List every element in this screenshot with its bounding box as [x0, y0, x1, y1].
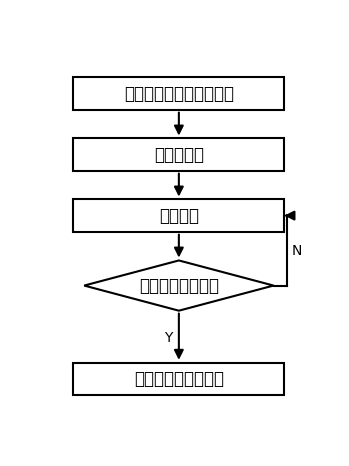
Text: 可调度负荷: 可调度负荷 — [154, 145, 204, 164]
Text: 是否最优负荷水平: 是否最优负荷水平 — [139, 276, 219, 295]
Bar — [73, 363, 284, 395]
Text: 充电桩接入控制策略: 充电桩接入控制策略 — [134, 370, 224, 388]
Bar — [73, 199, 284, 232]
Polygon shape — [84, 260, 274, 311]
Bar — [73, 138, 284, 171]
Bar — [73, 77, 284, 110]
Text: 优化分析: 优化分析 — [159, 206, 199, 225]
Text: 最大允许接入充电桩数量: 最大允许接入充电桩数量 — [124, 85, 234, 103]
Text: Y: Y — [164, 330, 172, 344]
Text: N: N — [291, 245, 302, 259]
